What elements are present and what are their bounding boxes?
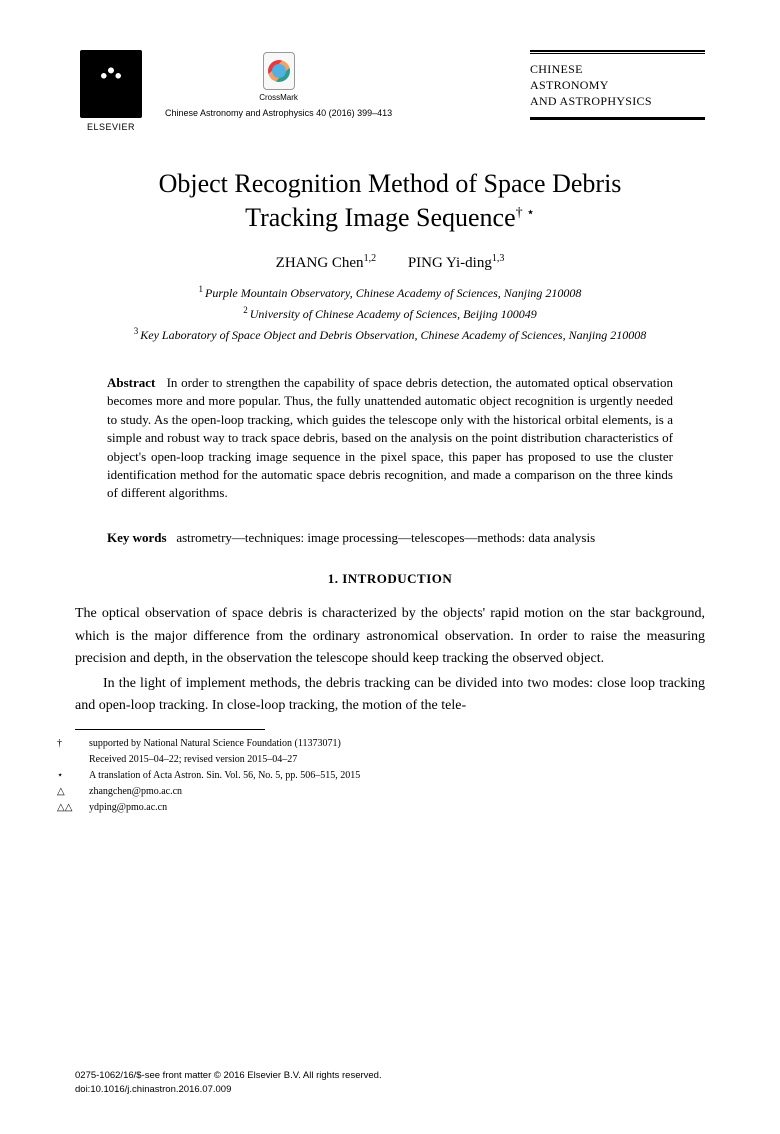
doi-line: doi:10.1016/j.chinastron.2016.07.009	[75, 1083, 382, 1096]
footnote-1: †supported by National Natural Science F…	[75, 736, 705, 752]
fn4-mark: △	[75, 784, 89, 800]
rule-thick-bottom	[530, 118, 705, 120]
title-line1: Object Recognition Method of Space Debri…	[159, 169, 622, 198]
footnote-4: △zhangchen@pmo.ac.cn	[75, 784, 705, 800]
fn1-text: supported by National Natural Science Fo…	[89, 738, 341, 749]
journal-line1: CHINESE	[530, 62, 583, 76]
elsevier-label: ELSEVIER	[87, 122, 135, 132]
bottom-matter: 0275-1062/16/$-see front matter © 2016 E…	[75, 1069, 382, 1096]
title-line2: Tracking Image Sequence	[245, 203, 516, 232]
title-markers: † ⋆	[516, 205, 535, 220]
crossmark-icon	[263, 52, 295, 90]
journal-title-box: CHINESE ASTRONOMY AND ASTROPHYSICS	[530, 50, 705, 121]
abstract-text: In order to strengthen the capability of…	[107, 375, 673, 501]
abstract: Abstract In order to strengthen the capa…	[107, 374, 673, 503]
article-title: Object Recognition Method of Space Debri…	[75, 167, 705, 235]
section-1-heading: 1. INTRODUCTION	[75, 571, 705, 587]
section-1-para-1: The optical observation of space debris …	[75, 603, 705, 670]
aff1-sup: 1	[199, 284, 204, 294]
aff3-sup: 3	[134, 326, 139, 336]
elsevier-tree-icon	[80, 50, 142, 118]
header-center: CrossMark Chinese Astronomy and Astrophy…	[165, 50, 392, 118]
copyright-line: 0275-1062/16/$-see front matter © 2016 E…	[75, 1069, 382, 1082]
affiliation-3: 3Key Laboratory of Space Object and Debr…	[75, 324, 705, 345]
header-left: ELSEVIER CrossMark Chinese Astronomy and…	[75, 50, 392, 132]
affiliation-1: 1Purple Mountain Observatory, Chinese Ac…	[75, 282, 705, 303]
crossmark-badge[interactable]: CrossMark	[259, 52, 298, 102]
author-1: ZHANG Chen1,2	[276, 255, 376, 271]
rule-thick-top	[530, 50, 705, 52]
footnotes: †supported by National Natural Science F…	[75, 736, 705, 816]
fn2-text: Received 2015–04–22; revised version 201…	[89, 754, 297, 765]
keywords-label: Key words	[107, 530, 167, 545]
page-header: ELSEVIER CrossMark Chinese Astronomy and…	[75, 50, 705, 132]
fn5-mark: △△	[75, 800, 89, 816]
author-2-name: PING Yi-ding	[408, 255, 492, 271]
keywords-text: astrometry—techniques: image processing—…	[176, 530, 595, 545]
affiliations: 1Purple Mountain Observatory, Chinese Ac…	[75, 282, 705, 346]
fn1-mark: †	[75, 736, 89, 752]
footnote-rule	[75, 729, 265, 730]
fn3-text: A translation of Acta Astron. Sin. Vol. …	[89, 770, 360, 781]
citation-line: Chinese Astronomy and Astrophysics 40 (2…	[165, 108, 392, 118]
fn4-text: zhangchen@pmo.ac.cn	[89, 786, 182, 797]
footnote-2: Received 2015–04–22; revised version 201…	[75, 752, 705, 768]
keywords: Key words astrometry—techniques: image p…	[107, 529, 673, 547]
crossmark-label: CrossMark	[259, 93, 298, 102]
journal-name: CHINESE ASTRONOMY AND ASTROPHYSICS	[530, 54, 705, 117]
author-1-sup: 1,2	[364, 253, 377, 264]
aff1-text: Purple Mountain Observatory, Chinese Aca…	[205, 286, 581, 300]
fn3-mark: ⋆	[75, 768, 89, 784]
footnote-5: △△ydping@pmo.ac.cn	[75, 800, 705, 816]
aff3-text: Key Laboratory of Space Object and Debri…	[140, 328, 646, 342]
author-2-sup: 1,3	[492, 253, 505, 264]
authors: ZHANG Chen1,2 PING Yi-ding1,3	[75, 253, 705, 272]
affiliation-2: 2University of Chinese Academy of Scienc…	[75, 303, 705, 324]
footnote-3: ⋆A translation of Acta Astron. Sin. Vol.…	[75, 768, 705, 784]
abstract-label: Abstract	[107, 375, 155, 390]
aff2-sup: 2	[243, 305, 248, 315]
aff2-text: University of Chinese Academy of Science…	[250, 307, 537, 321]
author-1-name: ZHANG Chen	[276, 255, 364, 271]
fn5-text: ydping@pmo.ac.cn	[89, 802, 167, 813]
elsevier-logo[interactable]: ELSEVIER	[75, 50, 147, 132]
author-2: PING Yi-ding1,3	[408, 255, 505, 271]
journal-line2: ASTRONOMY	[530, 78, 609, 92]
section-1-para-2: In the light of implement methods, the d…	[75, 673, 705, 718]
journal-line3: AND ASTROPHYSICS	[530, 94, 652, 108]
